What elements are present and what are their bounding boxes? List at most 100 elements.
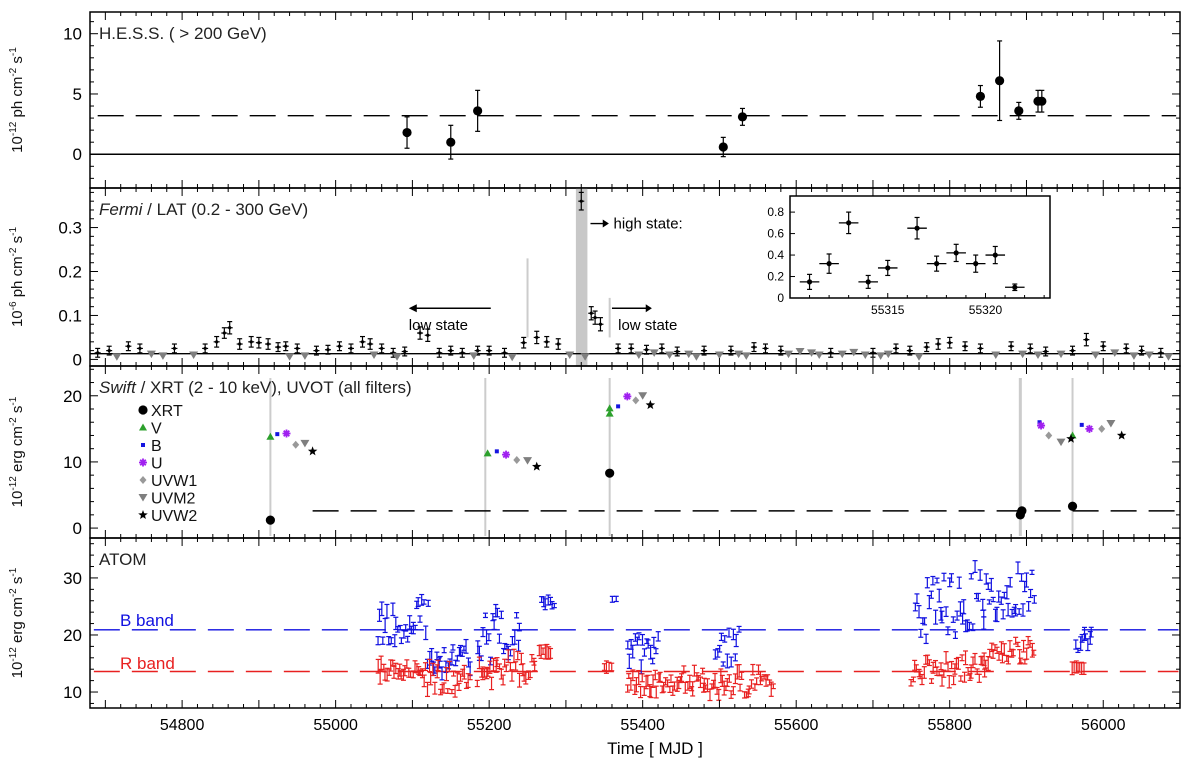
data-point <box>1101 344 1105 348</box>
y-label-superscript: -2 <box>8 417 19 426</box>
inset-data-point <box>865 279 871 285</box>
y-tick-label: 10 <box>63 453 82 472</box>
data-point <box>368 342 372 346</box>
data-point <box>228 326 232 330</box>
data-point <box>638 392 648 400</box>
inset-data-point <box>934 261 940 267</box>
data-point <box>1014 106 1024 116</box>
data-point <box>837 350 847 359</box>
inset-data-point <box>973 261 979 267</box>
data-point <box>1116 430 1127 440</box>
y-axis-label: 10-12 ph cm-2 s-1 <box>8 47 26 153</box>
data-point <box>513 455 521 464</box>
panel-title: ATOM <box>99 550 147 569</box>
panel-title-text: / XRT (2 - 10 keV), UVOT (all filters) <box>136 378 412 397</box>
series-uvw1 <box>292 396 1106 464</box>
annotation-label: low state <box>409 317 468 334</box>
panel-title-text: ATOM <box>99 550 147 569</box>
legend-marker-u <box>139 458 147 467</box>
data-point <box>535 335 539 340</box>
panel-title-text: H.E.S.S. ( > 200 GeV) <box>99 24 267 43</box>
legend-label-uvm2: UVM2 <box>151 491 196 508</box>
data-point <box>522 341 526 345</box>
legend-marker-uvm2 <box>138 494 148 502</box>
data-point <box>392 353 402 361</box>
data-point <box>948 341 952 345</box>
data-point <box>1110 349 1120 357</box>
data-point <box>807 349 817 357</box>
x-tick-label: 55600 <box>774 717 819 734</box>
y-label-superscript: -12 <box>8 647 19 662</box>
data-point <box>215 340 219 344</box>
data-point <box>894 346 898 351</box>
y-label-superscript: -2 <box>8 588 19 597</box>
data-point <box>460 351 464 355</box>
panel-title-text: / LAT (0.2 - 300 GeV) <box>142 200 308 219</box>
data-point <box>1084 338 1088 342</box>
data-point <box>1140 349 1144 353</box>
legend-marker-xrt <box>138 405 148 415</box>
inset-y-tick-label: 0 <box>777 291 784 305</box>
y-label-superscript: -12 <box>8 121 19 136</box>
data-point <box>1144 351 1154 360</box>
data-point <box>752 345 756 349</box>
data-point <box>1044 349 1048 354</box>
data-point <box>532 461 542 471</box>
data-point <box>300 439 310 448</box>
data-point <box>684 350 694 359</box>
data-point <box>645 400 656 410</box>
data-point <box>380 346 384 351</box>
data-point <box>265 515 275 525</box>
series-fermi-points <box>112 347 1173 362</box>
data-point <box>107 349 111 353</box>
legend-label-b: B <box>151 438 162 455</box>
y-axis-label: 10-6 ph cm-2 s-1 <box>8 227 26 328</box>
data-point <box>266 432 275 440</box>
series-v <box>266 404 1077 457</box>
data-point <box>146 350 156 359</box>
data-point <box>871 351 875 355</box>
data-point <box>829 351 833 355</box>
data-point <box>718 142 728 152</box>
series-hess-points <box>402 40 1047 160</box>
data-point <box>326 348 330 352</box>
data-point <box>644 348 649 352</box>
data-point <box>978 346 983 351</box>
y-tick-label: 5 <box>73 85 82 104</box>
series-xrt <box>265 468 1078 525</box>
y-tick-label: 10 <box>63 683 82 702</box>
series-fermi-points <box>94 191 1164 358</box>
data-point <box>593 316 597 320</box>
data-point <box>579 199 583 203</box>
series-uvw2 <box>307 400 1127 471</box>
inset-y-tick-label: 0.2 <box>767 270 784 284</box>
x-tick-label: 56000 <box>1081 717 1126 734</box>
data-point <box>189 351 199 360</box>
data-point <box>1056 350 1066 359</box>
data-point <box>1085 424 1094 433</box>
y-label-superscript: -12 <box>8 476 19 491</box>
data-point <box>963 344 967 348</box>
legend-label-u: U <box>151 456 163 473</box>
data-point <box>284 344 288 348</box>
data-point <box>605 404 614 412</box>
data-point <box>418 331 422 335</box>
data-point <box>814 351 824 360</box>
series-uvm2 <box>300 392 1116 465</box>
y-axis-label: 10-12 erg cm-2 s-1 <box>8 567 26 678</box>
y-label-superscript: -6 <box>8 301 19 310</box>
inset-y-tick-label: 0.8 <box>767 205 784 219</box>
data-point <box>473 106 483 116</box>
data-point <box>292 440 300 449</box>
data-point <box>203 346 207 351</box>
data-point <box>714 351 724 360</box>
x-tick-label: 55400 <box>620 717 665 734</box>
y-tick-label: 0.3 <box>58 219 82 238</box>
data-point <box>660 346 664 351</box>
data-point <box>598 322 603 326</box>
data-point <box>369 351 379 360</box>
data-point <box>96 351 100 355</box>
series-b <box>275 404 1084 454</box>
data-point <box>276 345 280 349</box>
